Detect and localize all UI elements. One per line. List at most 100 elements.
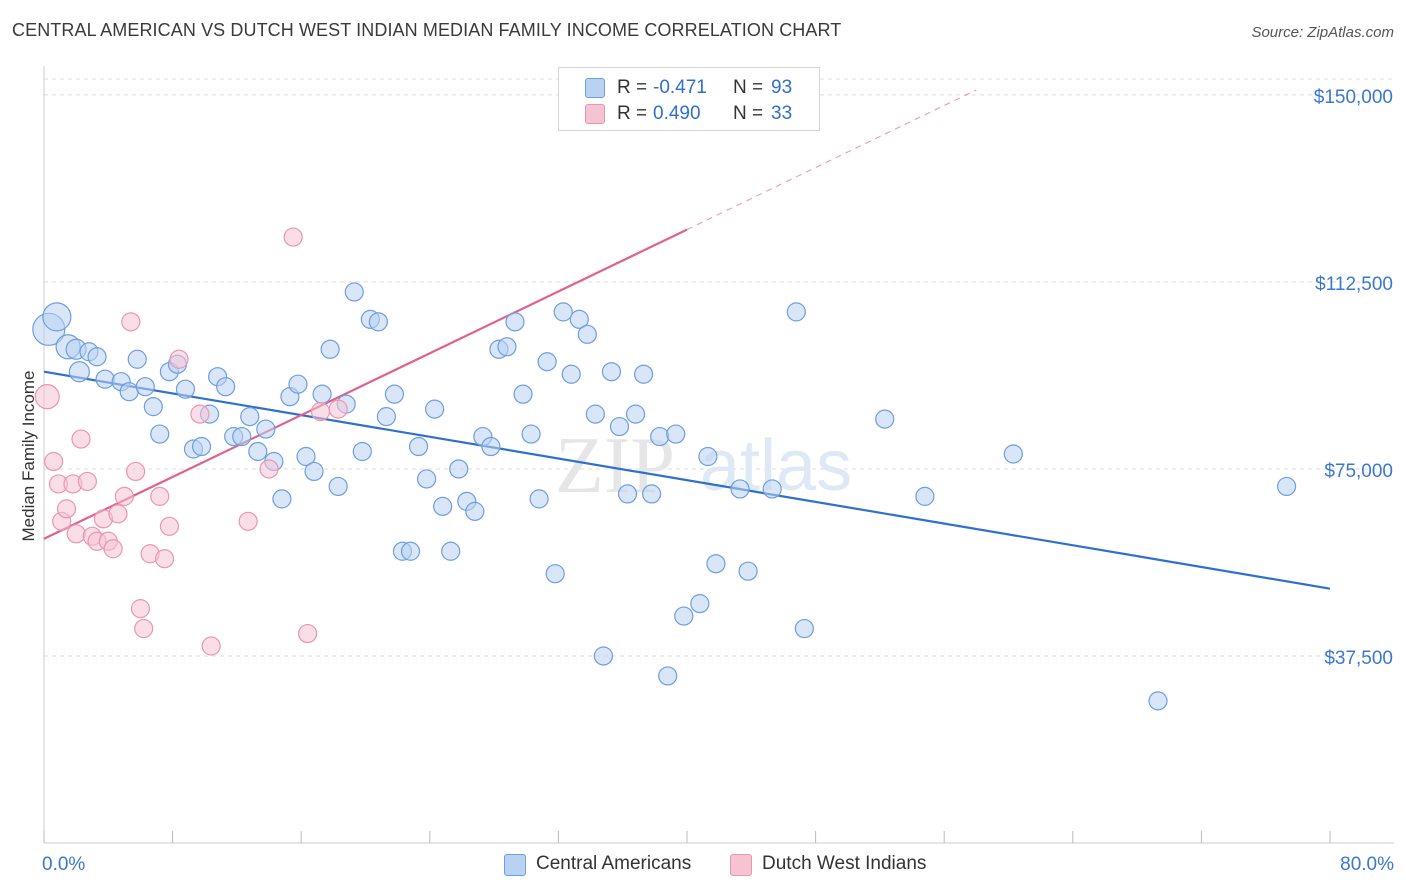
legend-swatch-pink — [585, 104, 605, 124]
dutch-west-indian-point — [44, 451, 64, 472]
central-american-point — [191, 436, 212, 457]
x-tick-label-min: 0.0% — [42, 854, 85, 875]
central-american-point — [642, 484, 662, 504]
central-american-point — [95, 369, 115, 389]
central-american-point — [762, 479, 782, 499]
dutch-west-indian-point — [238, 511, 258, 531]
dutch-west-indian-point — [283, 227, 303, 247]
y-axis-label: Median Family Income — [19, 370, 38, 541]
central-american-point — [875, 409, 895, 429]
bottom-legend-label: Central Americans — [536, 853, 692, 874]
legend-r-value: 0.490 — [653, 103, 701, 124]
central-american-point — [143, 397, 163, 417]
central-american-point — [441, 541, 461, 561]
central-american-point — [344, 282, 364, 302]
central-american-point — [449, 459, 469, 479]
central-american-point — [42, 302, 72, 332]
central-american-point — [521, 424, 541, 444]
central-american-point — [561, 364, 581, 384]
central-american-point — [352, 441, 372, 462]
dutch-west-indian-point — [310, 402, 331, 422]
central-american-point — [481, 436, 501, 457]
points-layer — [32, 227, 1297, 711]
central-american-point — [87, 347, 107, 367]
dutch-west-indian-point — [190, 404, 210, 424]
y-tick-label: $75,000 — [1324, 461, 1393, 482]
central-american-point — [569, 309, 589, 329]
dutch-west-indian-point — [134, 618, 154, 639]
legend-n-label: N = — [733, 77, 764, 98]
central-american-point — [794, 618, 814, 639]
central-american-point — [232, 426, 252, 447]
central-american-point — [288, 374, 308, 394]
central-american-point — [577, 324, 597, 344]
central-american-point — [666, 424, 686, 444]
central-american-point — [633, 364, 654, 384]
y-tick-label: $150,000 — [1314, 87, 1393, 108]
central-american-point — [256, 419, 276, 439]
central-american-point — [408, 436, 429, 457]
dutch-west-indian-point — [298, 623, 318, 644]
central-american-point — [553, 302, 573, 322]
legend-n-value: 93 — [771, 77, 793, 98]
central-american-point — [545, 564, 565, 584]
central-american-point — [625, 404, 646, 424]
y-tick-label: $37,500 — [1324, 648, 1393, 669]
legend-n-label: N = — [733, 103, 764, 124]
central-american-point — [400, 541, 421, 561]
series-pink — [34, 227, 348, 656]
central-american-point — [320, 339, 340, 359]
dutch-west-indian-point — [159, 516, 179, 536]
central-american-point — [497, 337, 517, 357]
central-american-point — [135, 377, 155, 397]
central-american-point — [465, 501, 485, 521]
dutch-west-indian-point — [71, 429, 91, 449]
dutch-west-indian-point — [328, 399, 348, 419]
central-american-point — [304, 461, 324, 482]
bottom-legend-swatch-blue — [504, 854, 526, 876]
central-american-point — [505, 312, 525, 332]
central-american-point — [328, 476, 348, 497]
legend-r-label: R = — [617, 77, 648, 98]
y-tick-label: $112,500 — [1315, 274, 1393, 295]
central-american-point — [175, 379, 196, 399]
legend-r-value: -0.471 — [653, 77, 707, 98]
dutch-west-indian-point — [259, 459, 279, 479]
central-american-point — [915, 486, 935, 506]
central-american-point — [706, 554, 726, 574]
central-american-point — [650, 426, 670, 447]
central-american-point — [127, 349, 147, 369]
central-american-point — [658, 666, 678, 686]
dutch-west-indian-point — [114, 486, 134, 506]
dutch-west-indian-trendline — [43, 228, 688, 540]
central-american-point — [537, 352, 557, 372]
central-american-point — [593, 646, 614, 666]
stats-legend: R = -0.471 N = 93 R = 0.490 N = 33 — [558, 67, 820, 131]
central-american-point — [513, 384, 533, 404]
central-american-point — [690, 594, 710, 614]
central-american-point — [68, 361, 90, 383]
central-american-point — [617, 484, 638, 504]
central-american-point — [698, 446, 718, 467]
central-american-point — [216, 377, 236, 397]
central-american-point — [272, 489, 292, 509]
central-american-point — [601, 362, 622, 382]
central-american-point — [312, 384, 332, 404]
axis-layer: $37,500 $75,000 $112,500 $150,000 0.0% 80.0% — [42, 66, 1394, 875]
central-american-point — [609, 416, 630, 437]
legend-n-value: 33 — [771, 103, 793, 124]
central-american-point — [150, 424, 170, 444]
chart-title: CENTRAL AMERICAN VS DUTCH WEST INDIAN ME… — [12, 20, 842, 40]
dutch-west-indian-point — [130, 599, 151, 619]
bottom-legend-swatch-pink — [730, 854, 752, 876]
dutch-west-indian-point — [103, 539, 123, 559]
dutch-west-indian-point — [126, 461, 146, 482]
central-american-point — [433, 496, 453, 516]
dutch-west-indian-point — [169, 349, 189, 369]
central-american-point — [730, 479, 750, 499]
legend-r-label: R = — [617, 103, 648, 124]
central-american-point — [416, 469, 437, 489]
central-american-point — [585, 404, 605, 424]
trend-layer — [43, 89, 1331, 590]
